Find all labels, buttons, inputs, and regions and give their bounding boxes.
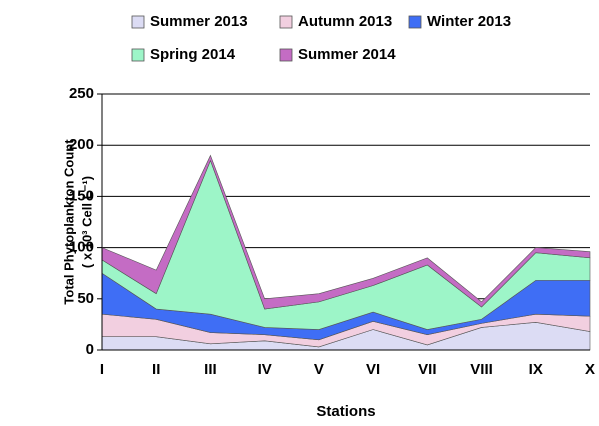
legend-label: Summer 2013 (150, 13, 248, 30)
y-axis-label: Total Phytoplankton Count (61, 139, 76, 305)
x-tick-label: VII (418, 361, 436, 378)
y-tick-label: 200 (69, 136, 94, 153)
legend-label: Summer 2014 (298, 46, 396, 63)
x-axis-label: Stations (316, 403, 375, 420)
x-tick-label: II (152, 361, 160, 378)
legend-swatch (279, 48, 293, 62)
x-tick-label: V (314, 361, 324, 378)
x-tick-label: IV (258, 361, 272, 378)
y-tick-label: 100 (69, 239, 94, 256)
x-tick-label: I (100, 361, 104, 378)
y-tick-label: 250 (69, 85, 94, 102)
legend-label: Spring 2014 (150, 46, 236, 63)
y-tick-label: 0 (86, 341, 94, 358)
y-tick-label: 150 (69, 187, 94, 204)
x-tick-label: IX (529, 361, 543, 378)
legend-swatch (408, 15, 422, 29)
y-tick-label: 50 (77, 290, 94, 307)
area (101, 154, 591, 310)
x-tick-label: VIII (470, 361, 493, 378)
legend-label: Autumn 2013 (298, 13, 392, 30)
legend-swatch (131, 48, 145, 62)
legend-swatch (131, 15, 145, 29)
x-tick-label: X (585, 361, 595, 378)
legend-swatch (279, 15, 293, 29)
x-tick-label: III (204, 361, 217, 378)
legend-label: Winter 2013 (427, 13, 511, 30)
x-tick-label: VI (366, 361, 380, 378)
y-axis-label: ( x 10³ Cell L⁻¹) (79, 176, 94, 268)
